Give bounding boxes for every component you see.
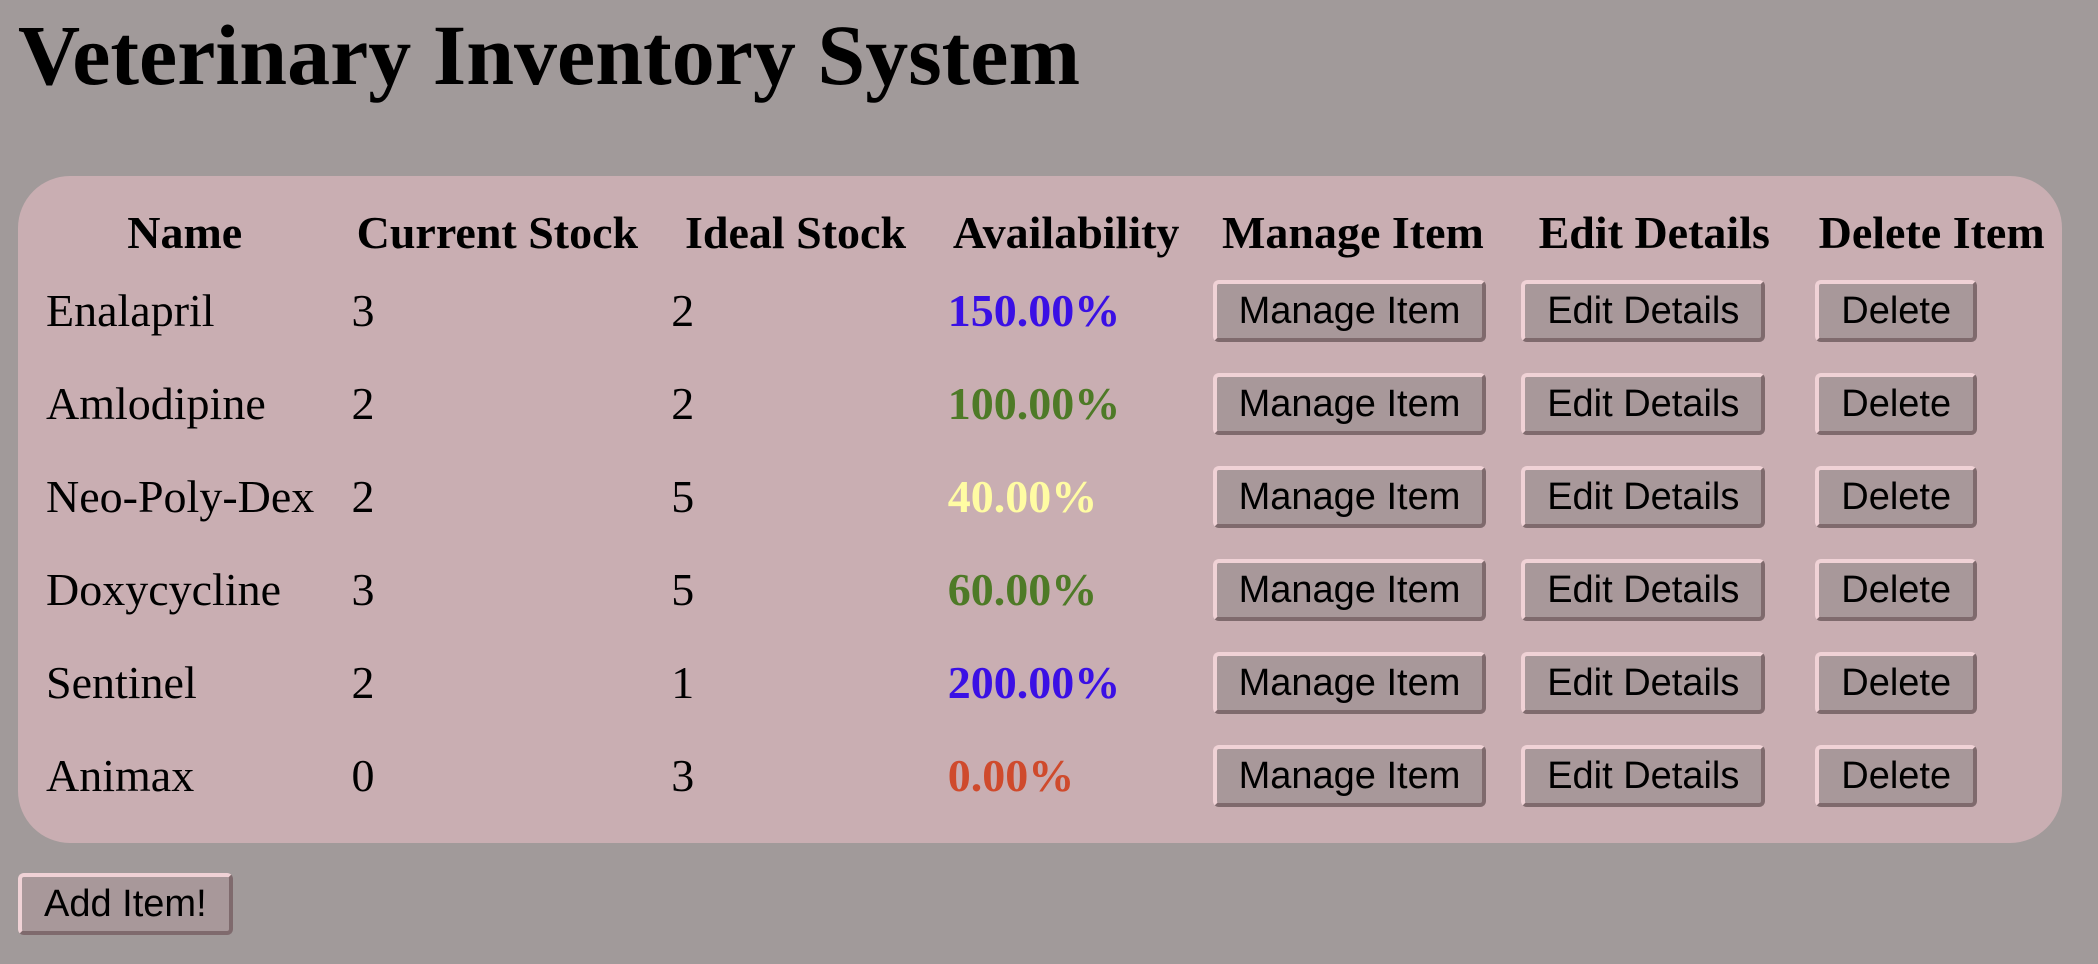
ideal-stock: 3 <box>671 750 695 801</box>
delete-cell: Delete <box>1801 264 2062 357</box>
ideal-stock: 2 <box>671 378 695 429</box>
manage-cell: Manage Item <box>1199 729 1508 822</box>
current-stock: 3 <box>351 285 375 336</box>
header-current-stock: Current Stock <box>356 206 639 258</box>
header-delete-item: Delete Item <box>1818 206 2045 258</box>
edit-cell: Edit Details <box>1507 543 1801 636</box>
add-item-button[interactable]: Add Item! <box>18 873 233 935</box>
manage-cell: Manage Item <box>1199 357 1508 450</box>
delete-button[interactable]: Delete <box>1815 465 1978 528</box>
item-name: Enalapril <box>46 285 215 336</box>
header-name: Name <box>127 206 243 258</box>
delete-button[interactable]: Delete <box>1815 372 1978 435</box>
manage-item-button[interactable]: Manage Item <box>1212 465 1487 528</box>
availability-value: 150.00% <box>947 285 1121 336</box>
table-row: Enalapril 3 2 150.00% Manage Item Edit D… <box>32 264 2062 357</box>
edit-details-button[interactable]: Edit Details <box>1521 279 1766 342</box>
manage-cell: Manage Item <box>1199 450 1508 543</box>
current-stock: 0 <box>351 750 375 801</box>
manage-cell: Manage Item <box>1199 264 1508 357</box>
item-name: Animax <box>46 750 195 801</box>
edit-cell: Edit Details <box>1507 636 1801 729</box>
manage-cell: Manage Item <box>1199 543 1508 636</box>
item-name: Neo-Poly-Dex <box>46 471 315 522</box>
delete-button[interactable]: Delete <box>1815 651 1978 714</box>
delete-button[interactable]: Delete <box>1815 558 1978 621</box>
page-title: Veterinary Inventory System <box>18 7 1081 103</box>
header-ideal-stock: Ideal Stock <box>684 206 907 258</box>
delete-cell: Delete <box>1801 543 2062 636</box>
ideal-stock: 5 <box>671 564 695 615</box>
edit-details-button[interactable]: Edit Details <box>1521 744 1766 807</box>
delete-cell: Delete <box>1801 357 2062 450</box>
manage-item-button[interactable]: Manage Item <box>1212 558 1487 621</box>
manage-item-button[interactable]: Manage Item <box>1212 744 1487 807</box>
inventory-panel: Name Current Stock Ideal Stock Availabil… <box>18 176 2062 843</box>
delete-button[interactable]: Delete <box>1815 744 1978 807</box>
availability-value: 0.00% <box>947 750 1075 801</box>
edit-details-button[interactable]: Edit Details <box>1521 651 1766 714</box>
availability-value: 40.00% <box>947 471 1098 522</box>
manage-item-button[interactable]: Manage Item <box>1212 372 1487 435</box>
current-stock: 2 <box>351 471 375 522</box>
edit-details-button[interactable]: Edit Details <box>1521 465 1766 528</box>
delete-cell: Delete <box>1801 636 2062 729</box>
availability-value: 60.00% <box>947 564 1098 615</box>
current-stock: 2 <box>351 378 375 429</box>
header-availability: Availability <box>952 206 1180 258</box>
table-row: Neo-Poly-Dex 2 5 40.00% Manage Item Edit… <box>32 450 2062 543</box>
ideal-stock: 1 <box>671 657 695 708</box>
inventory-table: Name Current Stock Ideal Stock Availabil… <box>32 200 2062 822</box>
delete-button[interactable]: Delete <box>1815 279 1978 342</box>
item-name: Amlodipine <box>46 378 266 429</box>
delete-cell: Delete <box>1801 729 2062 822</box>
table-row: Doxycycline 3 5 60.00% Manage Item Edit … <box>32 543 2062 636</box>
ideal-stock: 2 <box>671 285 695 336</box>
manage-item-button[interactable]: Manage Item <box>1212 279 1487 342</box>
edit-cell: Edit Details <box>1507 729 1801 822</box>
table-header-row: Name Current Stock Ideal Stock Availabil… <box>32 200 2062 264</box>
ideal-stock: 5 <box>671 471 695 522</box>
table-row: Sentinel 2 1 200.00% Manage Item Edit De… <box>32 636 2062 729</box>
table-row: Amlodipine 2 2 100.00% Manage Item Edit … <box>32 357 2062 450</box>
edit-cell: Edit Details <box>1507 357 1801 450</box>
header-manage-item: Manage Item <box>1221 206 1484 258</box>
edit-details-button[interactable]: Edit Details <box>1521 558 1766 621</box>
header-edit-details: Edit Details <box>1538 206 1770 258</box>
manage-item-button[interactable]: Manage Item <box>1212 651 1487 714</box>
current-stock: 3 <box>351 564 375 615</box>
item-name: Sentinel <box>46 657 197 708</box>
item-name: Doxycycline <box>46 564 282 615</box>
edit-details-button[interactable]: Edit Details <box>1521 372 1766 435</box>
availability-value: 200.00% <box>947 657 1121 708</box>
edit-cell: Edit Details <box>1507 450 1801 543</box>
delete-cell: Delete <box>1801 450 2062 543</box>
table-row: Animax 0 3 0.00% Manage Item Edit Detail… <box>32 729 2062 822</box>
edit-cell: Edit Details <box>1507 264 1801 357</box>
current-stock: 2 <box>351 657 375 708</box>
availability-value: 100.00% <box>947 378 1121 429</box>
manage-cell: Manage Item <box>1199 636 1508 729</box>
